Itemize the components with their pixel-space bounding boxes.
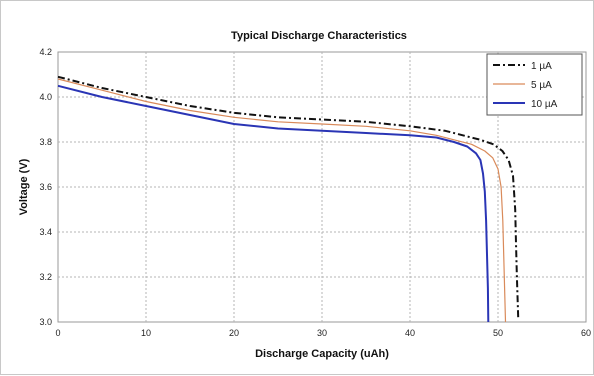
- legend: 1 µA 5 µA 10 µA: [486, 53, 583, 116]
- series-line-3: [57, 84, 490, 323]
- legend-label-3: 10 µA: [531, 99, 558, 110]
- x-tick-label: 40: [405, 328, 415, 338]
- y-axis-title: Voltage (V): [18, 158, 30, 215]
- series-line-1: [57, 75, 520, 318]
- x-axis-title: Discharge Capacity (uAh): [255, 348, 389, 360]
- x-tick-label: 60: [581, 328, 591, 338]
- legend-entries: 1 µA 5 µA 10 µA: [493, 61, 558, 110]
- legend-label-2: 5 µA: [531, 80, 552, 91]
- y-tick-label: 3.2: [39, 272, 52, 282]
- x-tick-label: 50: [493, 328, 503, 338]
- y-tick-label: 3.8: [39, 137, 52, 147]
- x-tick-label: 0: [55, 328, 60, 338]
- y-tick-label: 4.2: [39, 47, 52, 57]
- chart-title: Typical Discharge Characteristics: [231, 30, 407, 42]
- y-axis-ticks: 3.0 3.2 3.4 3.6 3.8 4.0 4.2: [39, 47, 52, 327]
- x-tick-label: 30: [317, 328, 327, 338]
- y-tick-label: 3.0: [39, 317, 52, 327]
- y-tick-label: 4.0: [39, 92, 52, 102]
- series-lines: [57, 75, 520, 323]
- series-line-2: [57, 78, 507, 323]
- y-tick-label: 3.4: [39, 227, 52, 237]
- legend-label-1: 1 µA: [531, 61, 552, 72]
- x-tick-label: 10: [141, 328, 151, 338]
- y-tick-label: 3.6: [39, 182, 52, 192]
- x-tick-label: 20: [229, 328, 239, 338]
- x-axis-ticks: 0 10 20 30 40 50 60: [55, 328, 591, 338]
